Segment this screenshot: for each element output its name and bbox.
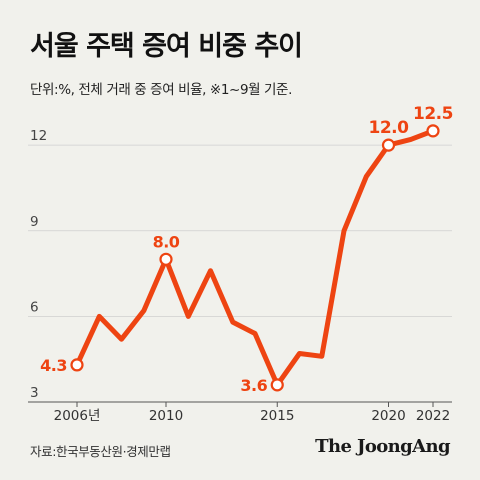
brand-logo: The JoongAng	[315, 436, 450, 457]
x-tick-label: 2020	[371, 408, 405, 424]
x-tick-label: 2022	[416, 408, 450, 424]
data-point	[70, 358, 84, 372]
data-label: 3.6	[240, 376, 267, 395]
source-note: 자료:한국부동산원·경제만랩	[30, 444, 171, 459]
x-tick-label: 2010	[149, 408, 183, 424]
data-label: 12.5	[413, 104, 453, 124]
data-point	[381, 138, 396, 152]
data-label: 8.0	[153, 232, 180, 251]
data-label: 4.3	[40, 356, 67, 375]
y-tick-label: 3	[30, 385, 39, 401]
y-tick-label: 6	[30, 299, 39, 315]
series-line	[74, 128, 436, 388]
data-point	[426, 124, 440, 138]
y-tick-label: 12	[30, 128, 47, 144]
y-tick-label: 9	[30, 214, 39, 230]
data-label: 12.0	[369, 118, 410, 138]
data-point	[159, 252, 173, 266]
x-tick-label: 2006년	[54, 408, 101, 424]
data-point	[270, 378, 284, 392]
chart-subtitle: 단위:%, 전체 거래 중 증여 비율, ※1~9월 기준.	[30, 82, 292, 98]
x-tick-label: 2015	[260, 408, 294, 424]
chart-title: 서울 주택 증여 비중 추이	[30, 31, 303, 62]
